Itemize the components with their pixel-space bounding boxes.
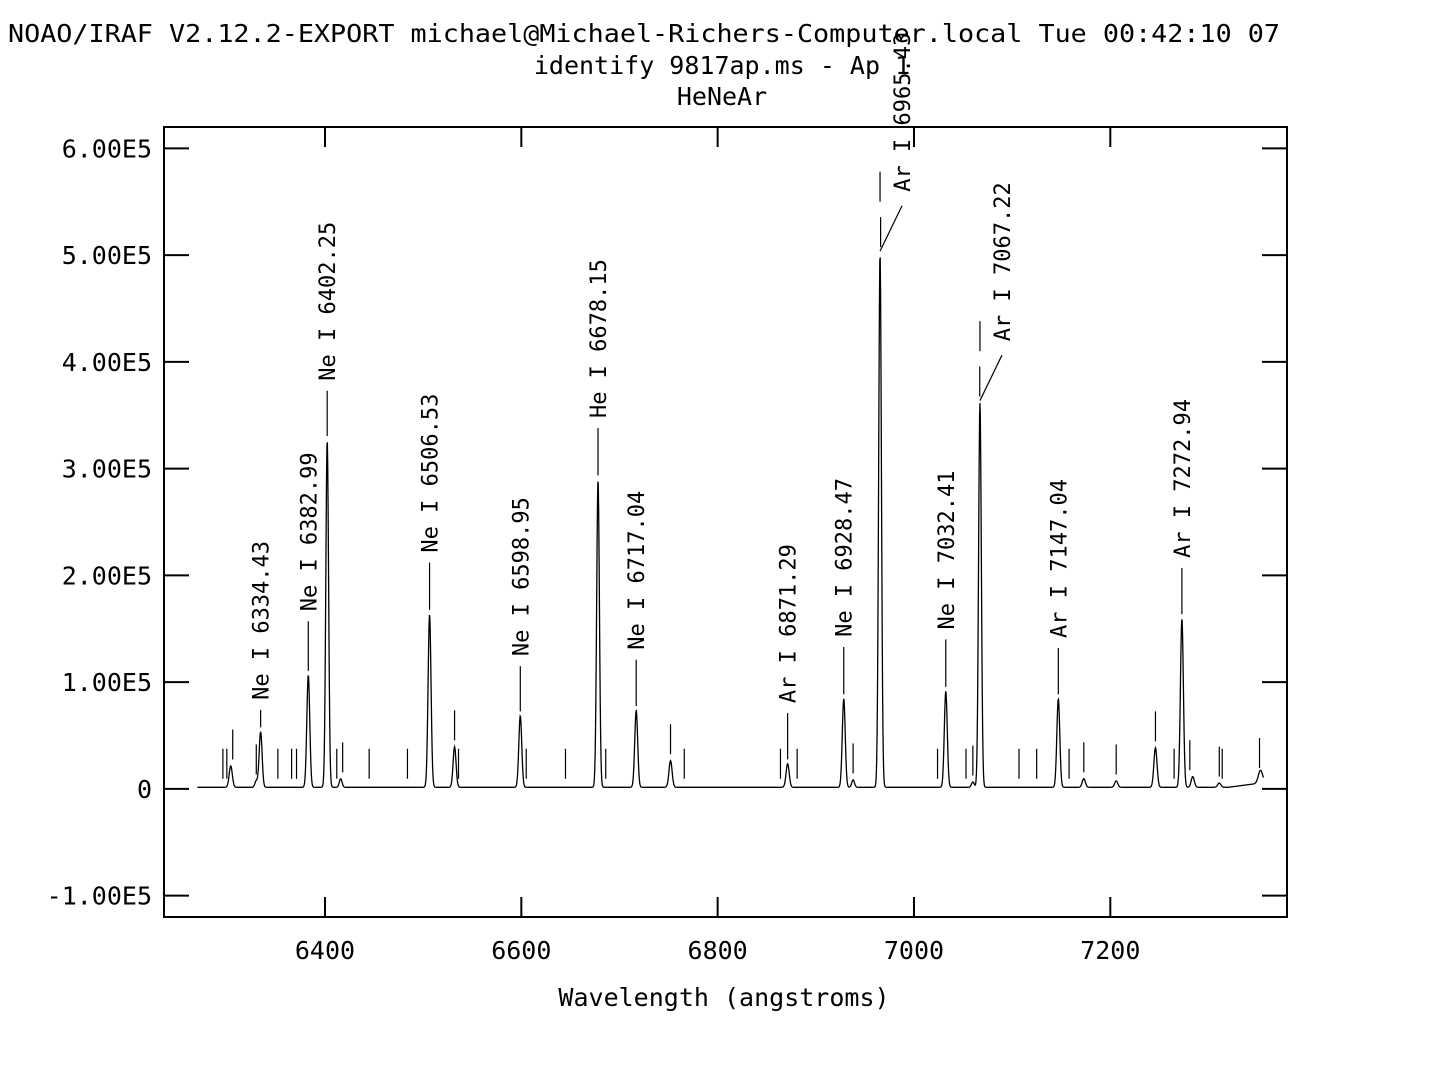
x-axis-label: Wavelength (angstroms) <box>558 983 889 1012</box>
line-id-label: Ar I 7272.94 <box>1171 399 1196 558</box>
line-id-leader <box>979 354 1003 401</box>
x-tick-label: 7000 <box>884 936 944 965</box>
line-id-label: Ne I 6928.47 <box>833 478 858 637</box>
x-tick-label: 7200 <box>1080 936 1140 965</box>
lamp-name: HeNeAr <box>677 82 767 111</box>
line-id-label: He I 6678.15 <box>587 259 612 418</box>
line-id-label: Ne I 6598.95 <box>509 497 534 656</box>
line-id-label: Ne I 6506.53 <box>419 394 444 553</box>
chart-title: identify 9817ap.ms - Ap 1 <box>534 51 910 80</box>
line-id-label: Ar I 7147.04 <box>1047 479 1072 638</box>
y-tick-label: 5.00E5 <box>62 241 152 270</box>
y-tick-label: 0 <box>137 775 152 804</box>
y-axis: -1.00E5 0 1.00E5 2.00E5 3.00E5 4.00E5 5.00E5 6.… <box>47 134 1287 911</box>
y-tick-label: 6.00E5 <box>62 134 152 163</box>
line-id-label: Ar I 6965.43 <box>891 33 916 192</box>
x-axis: 6400 6600 6800 7000 7200 <box>295 127 1140 965</box>
spectrum-line <box>197 257 1265 788</box>
line-id-label: Ne I 6402.25 <box>316 222 341 381</box>
line-id-label: Ne I 7032.41 <box>935 470 960 629</box>
line-id-label: Ne I 6334.43 <box>250 541 275 700</box>
identified-lines: Ne I 6334.43 Ne I 6382.99 Ne I 6402.25 Ne I… <box>250 33 1196 760</box>
line-id-label: Ne I 6382.99 <box>297 452 322 611</box>
y-tick-label: 1.00E5 <box>62 668 152 697</box>
y-tick-label: 4.00E5 <box>62 348 152 377</box>
y-tick-label: 2.00E5 <box>62 561 152 590</box>
line-id-label: Ne I 6717.04 <box>625 491 650 650</box>
iraf-banner: NOAO/IRAF V2.12.2-EXPORT michael@Michael… <box>8 19 1280 48</box>
y-tick-label: -1.00E5 <box>47 882 152 911</box>
x-tick-label: 6800 <box>688 936 748 965</box>
line-id-label: Ar I 7067.22 <box>991 182 1016 341</box>
plot-frame <box>163 126 1288 918</box>
x-tick-label: 6600 <box>491 936 551 965</box>
y-tick-label: 3.00E5 <box>62 455 152 484</box>
x-tick-label: 6400 <box>295 936 355 965</box>
line-id-leader <box>879 205 903 252</box>
unidentified-feature-marks <box>222 217 1261 779</box>
line-id-label: Ar I 6871.29 <box>777 544 802 703</box>
